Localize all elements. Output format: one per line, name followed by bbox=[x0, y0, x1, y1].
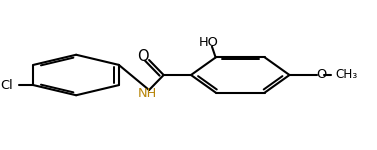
Text: O: O bbox=[137, 49, 148, 64]
Text: HO: HO bbox=[198, 36, 218, 49]
Text: Cl: Cl bbox=[0, 79, 13, 92]
Text: CH₃: CH₃ bbox=[335, 69, 357, 81]
Text: NH: NH bbox=[138, 87, 157, 100]
Text: O: O bbox=[316, 69, 326, 81]
